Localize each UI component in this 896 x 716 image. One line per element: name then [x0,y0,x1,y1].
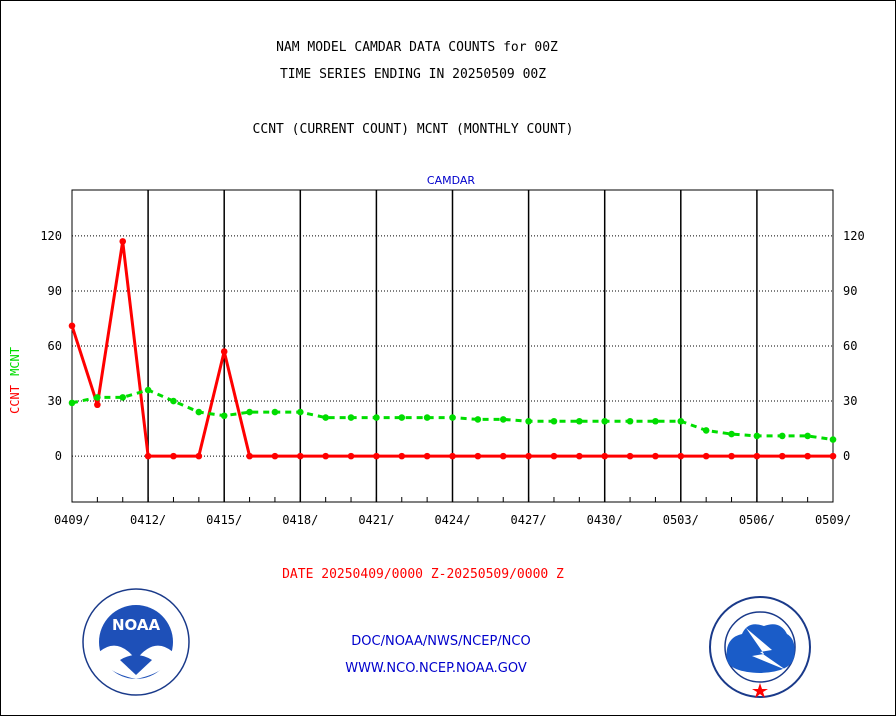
data-point-mcnt [220,412,228,420]
data-point-mcnt [499,416,507,423]
data-point-ccnt [626,452,634,460]
data-point-mcnt [778,432,786,440]
data-point-ccnt [474,452,482,460]
footer-link-doc[interactable]: DOC/NOAA/NWS/NCEP/NCO [351,634,530,649]
noaa-logo: NOAA [82,588,190,696]
data-point-mcnt [322,414,329,421]
chart-subtitle: CCNT (CURRENT COUNT) MCNT (MONTHLY COUNT… [253,122,574,137]
data-point-mcnt [728,430,735,438]
data-point-ccnt [525,452,532,460]
data-point-mcnt [144,386,152,394]
x-tick-label: 0412/ [130,513,166,527]
data-point-mcnt [525,417,532,425]
data-point-ccnt [829,452,837,460]
data-point-ccnt [322,452,329,460]
data-point-ccnt [576,452,583,460]
plot-area: 0 0 30 30 60 60 90 90 120 120 0409/0412/0415/0418/… [40,189,865,527]
y-tick-label-right: 30 [843,394,857,408]
data-point-ccnt [373,452,380,460]
data-point-ccnt [271,452,279,460]
x-tick-label: 0427/ [511,513,547,527]
data-point-mcnt [550,417,558,425]
y-tick-label-left: 30 [48,394,62,408]
data-point-ccnt [499,452,507,460]
data-point-mcnt [423,414,431,421]
x-tick-label: 0424/ [434,513,470,527]
x-tick-label: 0430/ [587,513,623,527]
y-tick-label-right: 60 [843,339,857,353]
y-tick-label-right: 0 [843,449,850,463]
data-point-ccnt [778,452,786,460]
nws-logo [709,596,811,698]
data-point-mcnt [652,417,659,425]
data-point-ccnt [119,238,127,245]
plot-title: CAMDAR [427,174,475,187]
data-point-ccnt [347,452,355,460]
x-tick-label: 0415/ [206,513,242,527]
x-tick-label: 0418/ [282,513,318,527]
data-point-ccnt [601,452,608,460]
data-point-mcnt [576,417,583,425]
data-point-mcnt [702,427,710,434]
x-tick-label: 0506/ [739,513,775,527]
data-point-ccnt [220,348,228,355]
y-tick-label-right: 90 [843,284,857,298]
data-point-mcnt [677,417,685,425]
data-point-mcnt [271,408,279,416]
x-tick-label: 0509/ [815,513,851,527]
data-point-ccnt [94,401,101,409]
y-tick-label-left: 90 [48,284,62,298]
chart-title-line1: NAM MODEL CAMDAR DATA COUNTS for 00Z [276,40,558,55]
data-point-ccnt [246,452,253,460]
data-point-ccnt [677,452,685,460]
data-point-mcnt [94,394,101,401]
data-point-mcnt [119,394,127,401]
noaa-logo-text: NOAA [112,616,161,634]
footer-link-website[interactable]: WWW.NCO.NCEP.NOAA.GOV [345,661,527,676]
data-point-ccnt [423,452,431,460]
data-point-mcnt [601,417,608,425]
data-point-mcnt [68,399,76,407]
x-tick-label: 0421/ [358,513,394,527]
data-point-ccnt [449,452,456,460]
data-point-mcnt [474,416,482,423]
x-tick-label: 0409/ [54,513,90,527]
y-axis-label-mcnt: MCNT [8,347,22,376]
data-point-mcnt [753,432,761,440]
data-point-ccnt [652,452,659,460]
data-point-mcnt [804,432,811,440]
x-axis-label: DATE 20250409/0000 Z-20250509/0000 Z [282,567,564,582]
data-point-mcnt [195,408,203,416]
data-point-ccnt [195,452,203,460]
data-point-mcnt [398,414,406,421]
data-point-ccnt [68,322,76,330]
data-point-ccnt [804,452,811,460]
data-point-ccnt [550,452,558,460]
y-tick-label-left: 0 [55,449,62,463]
data-point-ccnt [753,452,761,460]
data-point-ccnt [297,452,304,460]
data-point-mcnt [170,397,177,405]
data-point-mcnt [626,417,634,425]
data-point-mcnt [297,408,304,416]
data-point-mcnt [829,436,837,443]
data-point-mcnt [373,414,380,421]
data-point-ccnt [702,452,710,460]
y-tick-label-left: 60 [48,339,62,353]
data-point-mcnt [246,408,253,416]
chart-title-line2: TIME SERIES ENDING IN 20250509 00Z [280,67,546,82]
data-point-mcnt [347,414,355,421]
data-point-ccnt [170,452,177,460]
y-tick-label-left: 120 [40,229,62,243]
y-axis-label-ccnt: CCNT [8,385,22,414]
y-tick-label-right: 120 [843,229,865,243]
data-point-ccnt [728,452,735,460]
data-point-ccnt [144,452,152,460]
data-point-ccnt [398,452,406,460]
data-point-mcnt [449,414,456,421]
x-tick-label: 0503/ [663,513,699,527]
